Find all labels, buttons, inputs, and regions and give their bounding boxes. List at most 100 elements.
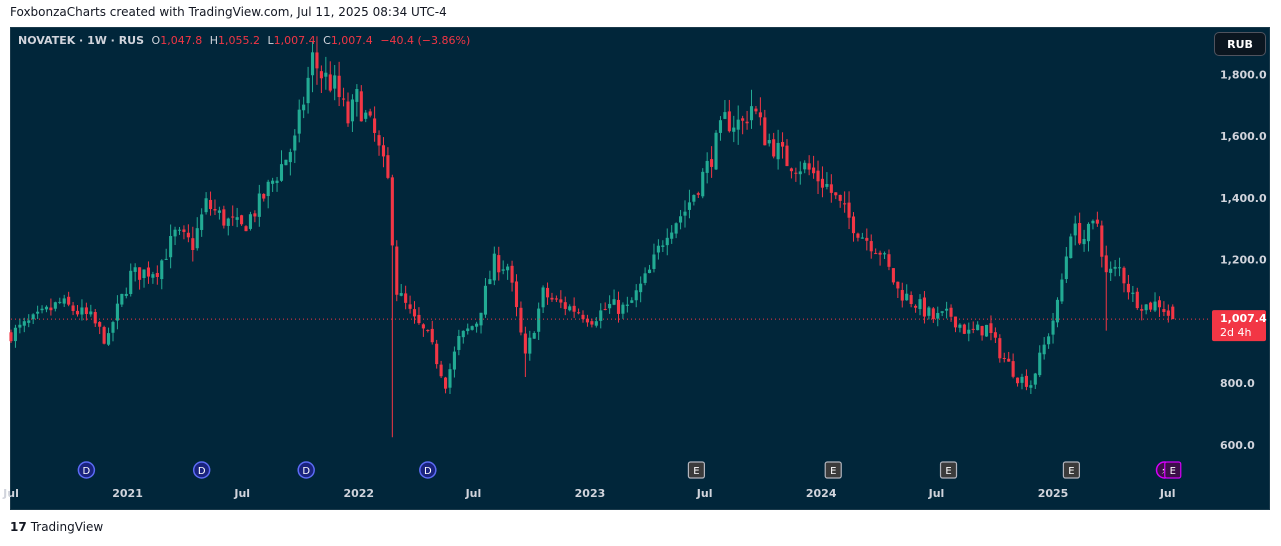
candle-body <box>967 329 971 334</box>
candle-body <box>616 299 621 314</box>
candle-body <box>257 193 261 217</box>
x-tick-label: 2023 <box>575 487 606 500</box>
candle-body <box>1029 385 1033 388</box>
candle-body <box>93 312 97 324</box>
candle-body <box>49 307 53 311</box>
candle-body <box>182 229 186 232</box>
candle-body <box>1166 310 1170 316</box>
x-tick-label: 2021 <box>112 487 143 500</box>
candle-body <box>412 309 417 317</box>
candle-body <box>887 254 891 267</box>
earnings-marker <box>1164 461 1182 479</box>
candle-body <box>417 314 421 324</box>
candle-body <box>408 304 412 309</box>
ohlc-legend: NOVATEK · 1W · RUS O1,047.8 H1,055.2 L1,… <box>18 34 470 47</box>
candle-body <box>22 321 26 326</box>
candle-body <box>18 324 22 328</box>
candle-body <box>718 120 723 133</box>
candle-body <box>550 297 554 300</box>
earnings-marker <box>939 461 958 479</box>
candle-body <box>359 91 363 122</box>
candle-body <box>80 307 84 315</box>
candle-body <box>670 232 674 239</box>
candle-body <box>794 172 798 174</box>
currency-button[interactable]: RUB <box>1214 32 1266 56</box>
candle-body <box>271 180 275 184</box>
candle-body <box>563 302 567 309</box>
candle-body <box>612 299 616 305</box>
candle-body <box>825 184 829 187</box>
candle-body <box>479 312 483 326</box>
candle-body <box>324 72 328 77</box>
candle-body <box>980 326 984 336</box>
candle-body <box>1131 292 1135 294</box>
candle-body <box>71 305 75 312</box>
candle-body <box>240 215 244 225</box>
candle-body <box>1117 267 1122 269</box>
candle-body <box>373 118 377 133</box>
candle-body <box>302 104 306 111</box>
candle-body <box>1171 306 1175 320</box>
candle-body <box>661 245 665 247</box>
candle-body <box>590 321 594 325</box>
dividend-marker <box>192 461 211 479</box>
candle-body <box>594 321 598 326</box>
low-label: L <box>267 34 274 47</box>
tradingview-brand[interactable]: 17 TradingView <box>10 520 103 534</box>
candle-body <box>1078 223 1082 244</box>
candle-body <box>421 324 425 329</box>
candle-body <box>692 195 696 202</box>
candle-body <box>993 332 997 338</box>
candle-body <box>146 267 151 277</box>
candle-body <box>160 260 164 280</box>
candle-body <box>337 75 341 98</box>
candle-body <box>200 214 204 230</box>
candle-body <box>510 265 514 283</box>
candle-body <box>1109 268 1113 273</box>
candle-body <box>1162 309 1166 313</box>
candle-body <box>851 216 856 234</box>
candle-body <box>537 308 541 332</box>
candle-body <box>1086 223 1091 242</box>
candle-body <box>44 306 49 310</box>
candle-body <box>568 306 572 311</box>
dividend-marker <box>297 461 315 479</box>
candle-body <box>528 337 532 354</box>
candle-body <box>506 266 510 271</box>
candle-body <box>155 272 159 277</box>
chart-panel[interactable] <box>10 27 1270 510</box>
candle-body <box>891 268 895 283</box>
candle-body <box>772 139 776 157</box>
candle-body <box>798 171 802 175</box>
candle-body <box>847 202 851 218</box>
dividend-marker-label: D <box>424 466 432 477</box>
candle-body <box>763 117 767 146</box>
candle-body <box>647 269 652 274</box>
candle-body <box>27 320 31 323</box>
earnings-marker-label: E <box>1068 466 1074 477</box>
candle-body <box>364 112 368 119</box>
candle-body <box>501 269 505 271</box>
candle-body <box>84 307 88 314</box>
symbol-label[interactable]: NOVATEK · 1W · RUS <box>18 34 145 47</box>
candle-body <box>665 237 669 246</box>
candle-body <box>31 314 35 320</box>
candle-body <box>244 226 248 232</box>
candle-body <box>217 210 221 213</box>
candle-body <box>878 252 882 255</box>
candle-body <box>918 299 922 310</box>
candle-body <box>315 52 319 69</box>
candle-body <box>652 254 656 269</box>
candle-body <box>124 293 128 296</box>
candle-body <box>1055 299 1060 323</box>
low-value: 1,007.4 <box>273 34 316 47</box>
candle-body <box>173 229 177 237</box>
high-value: 1,055.2 <box>217 34 260 47</box>
candle-body <box>1082 238 1086 245</box>
candle-body <box>488 279 492 285</box>
candle-body <box>749 106 754 121</box>
candle-body <box>953 316 958 328</box>
candle-body <box>559 299 563 303</box>
candle-body <box>705 160 709 173</box>
